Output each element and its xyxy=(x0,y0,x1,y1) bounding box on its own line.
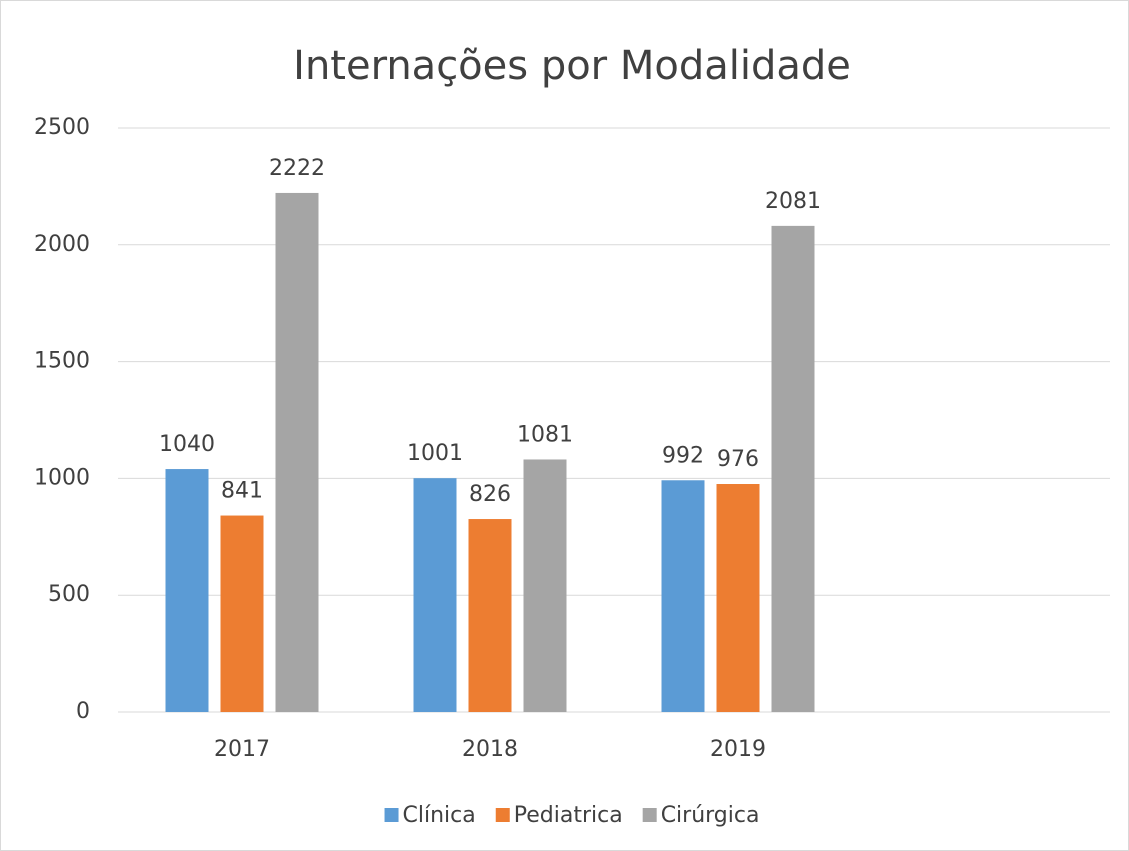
y-tick-label: 1000 xyxy=(34,465,90,490)
data-label: 841 xyxy=(221,479,263,504)
bar xyxy=(523,459,567,712)
bar xyxy=(468,519,512,712)
data-label: 992 xyxy=(662,443,704,468)
x-tick-label: 2019 xyxy=(710,737,766,762)
legend-label: Pediatrica xyxy=(514,803,623,828)
data-label: 1001 xyxy=(407,441,463,466)
legend-swatch xyxy=(384,808,399,822)
data-label: 2222 xyxy=(269,156,325,181)
bar xyxy=(220,515,264,712)
x-tick-label: 2018 xyxy=(462,737,518,762)
data-label: 826 xyxy=(469,482,511,507)
bar xyxy=(661,480,705,712)
legend-label: Clínica xyxy=(403,803,476,828)
y-tick-label: 2500 xyxy=(34,115,90,140)
data-label: 2081 xyxy=(765,189,821,214)
data-label: 976 xyxy=(717,447,759,472)
bar xyxy=(716,484,760,712)
data-label: 1081 xyxy=(517,422,573,447)
y-tick-label: 500 xyxy=(48,582,90,607)
bar xyxy=(413,478,457,712)
y-tick-label: 1500 xyxy=(34,349,90,374)
bar xyxy=(165,469,209,712)
chart-title: Internações por Modalidade xyxy=(293,43,851,89)
bar xyxy=(771,225,815,712)
legend-label: Cirúrgica xyxy=(661,803,760,828)
data-label: 1040 xyxy=(159,432,215,457)
bar xyxy=(275,192,319,712)
y-tick-label: 2000 xyxy=(34,232,90,257)
legend-swatch xyxy=(495,808,510,822)
legend-swatch xyxy=(642,808,657,822)
x-tick-label: 2017 xyxy=(214,737,270,762)
y-tick-label: 0 xyxy=(76,699,90,724)
